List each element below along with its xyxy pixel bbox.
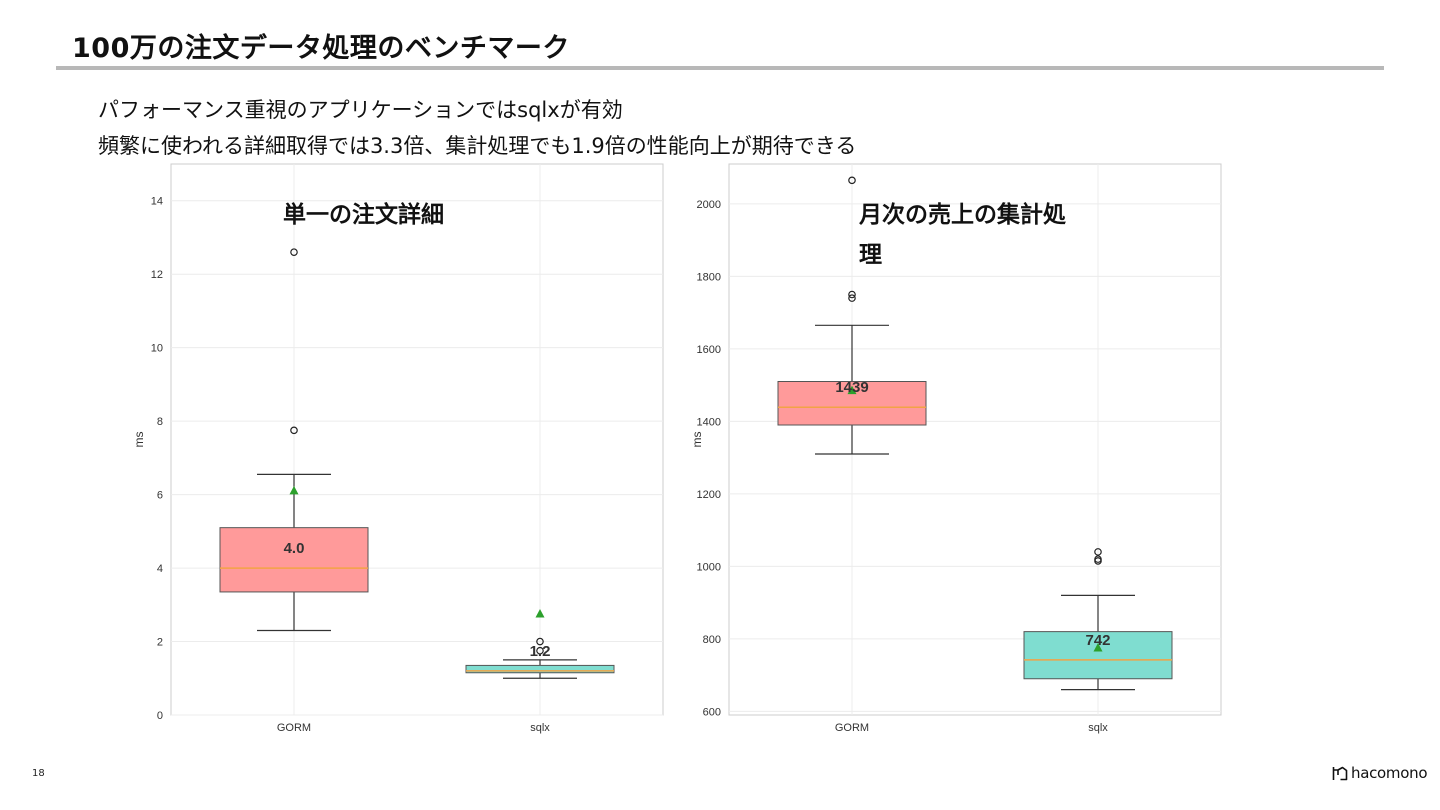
hacomono-logo: hacomono [1332, 764, 1428, 782]
boxplot-monthly-sales-aggregation: 600 800 1000 1200 1400 1600 1800 2000 GORM sqlx ms… [690, 163, 1222, 734]
y-tick-label: 0 [157, 710, 163, 722]
outlier-point [848, 290, 856, 299]
median-value-label: 742 [1085, 632, 1110, 649]
outlier-point [290, 426, 298, 435]
outlier-point [1094, 548, 1102, 556]
slide-title: 100万の注文データ処理のベンチマーク [72, 33, 570, 64]
y-tick-label: 1600 [697, 344, 721, 356]
y-tick-label: 6 [157, 490, 163, 502]
x-tick-label: sqlx [530, 722, 550, 734]
x-tick-label: GORM [835, 722, 869, 734]
box-sqlx [1023, 631, 1173, 680]
page-number: 18 [32, 768, 45, 779]
y-tick-label: 1800 [697, 271, 721, 283]
y-tick-label: 1200 [697, 489, 721, 501]
median-value-label: 4.0 [284, 540, 305, 557]
box-gorm [219, 527, 369, 593]
outlier-point [848, 176, 856, 185]
plot-area [728, 163, 1222, 716]
y-tick-label: 1000 [697, 561, 721, 573]
y-tick-label: 2 [157, 637, 163, 649]
logo-mark-icon [1332, 766, 1348, 780]
y-tick-label: 8 [157, 416, 163, 428]
mean-marker [535, 608, 545, 618]
outlier-point [536, 646, 544, 655]
outlier-point [536, 637, 544, 646]
median-value-label: 1439 [835, 379, 868, 396]
x-tick-label: GORM [277, 722, 311, 734]
subtitle-line-1: パフォーマンス重視のアプリケーションではsqlxが有効 [98, 98, 623, 122]
boxplot-single-order-detail: 0 2 4 6 8 10 12 14 GORM sqlx ms 4.0 1.2 単一の注文詳細 [132, 163, 664, 734]
box-sqlx [465, 664, 615, 674]
outlier-point [1094, 555, 1102, 563]
y-tick-label: 14 [151, 196, 163, 208]
y-tick-label: 1400 [697, 416, 721, 428]
x-tick-label: sqlx [1088, 722, 1108, 734]
y-tick-label: 10 [151, 343, 163, 355]
chart-title-continued: 理 [859, 242, 882, 268]
logo-wordmark: hacomono [1351, 764, 1428, 782]
chart-title: 月次の売上の集計処 [858, 201, 1067, 228]
subtitle-line-2: 頻繁に使われる詳細取得では3.3倍、集計処理でも1.9倍の性能向上が期待できる [98, 134, 857, 158]
mean-marker [1093, 642, 1103, 652]
y-tick-label: 2000 [697, 199, 721, 211]
y-axis-label: ms [132, 432, 146, 448]
y-tick-label: 4 [157, 563, 163, 575]
y-tick-label: 800 [703, 634, 721, 646]
outlier-point [290, 248, 298, 256]
title-divider [56, 66, 1384, 70]
y-tick-label: 12 [151, 269, 163, 281]
outlier-point [848, 294, 856, 302]
mean-marker [289, 485, 299, 495]
mean-marker [847, 385, 857, 395]
median-value-label: 1.2 [530, 643, 551, 660]
y-tick-label: 600 [703, 706, 721, 718]
chart-title: 単一の注文詳細 [283, 201, 444, 228]
plot-area [170, 163, 664, 716]
y-axis-label: ms [690, 432, 704, 448]
